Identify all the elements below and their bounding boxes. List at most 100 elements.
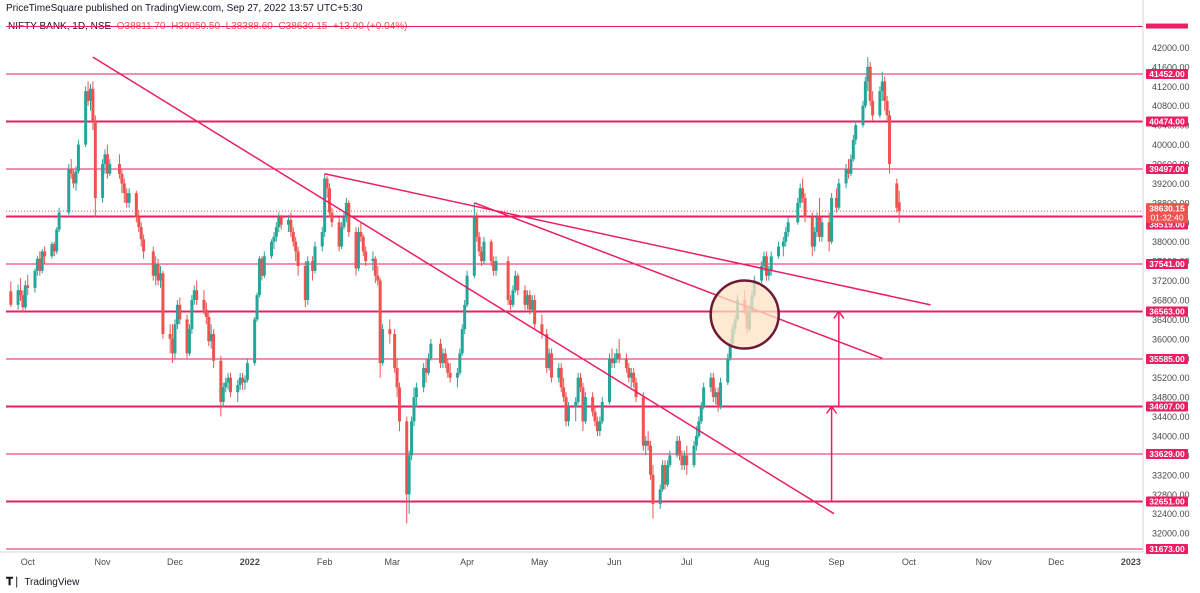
- candle-body: [23, 285, 27, 308]
- candle-body: [120, 173, 124, 184]
- candle-body: [397, 387, 401, 422]
- candle-body: [226, 377, 230, 383]
- candle-body: [525, 295, 529, 305]
- candle-body: [511, 290, 515, 305]
- candle-body: [373, 258, 377, 276]
- time-tick-label: Nov: [95, 557, 112, 567]
- candle-body: [692, 445, 696, 466]
- price-badges: 41452.00 40474.00 39497.00 38519.00 37541.00…: [1146, 23, 1188, 554]
- candle-body: [509, 299, 513, 305]
- price-tick-label: 40800.00: [1152, 101, 1190, 111]
- candle-body: [277, 217, 281, 228]
- candle-body: [245, 363, 249, 381]
- candle-body: [158, 273, 162, 281]
- candle-body: [327, 188, 331, 213]
- candle-body: [615, 353, 619, 359]
- footer-brand[interactable]: TradingView: [24, 576, 80, 588]
- candle-body: [342, 217, 346, 228]
- level-badge-label: 34607.00: [1149, 402, 1185, 412]
- candle-body: [443, 353, 447, 364]
- candle-body: [818, 217, 822, 237]
- candle-body: [533, 299, 537, 325]
- candle-body: [513, 275, 517, 291]
- arrow-head: [825, 405, 838, 414]
- candle-body: [323, 178, 327, 232]
- candle-body: [88, 88, 92, 101]
- time-tick-label: 2023: [1121, 557, 1141, 567]
- candle-body: [108, 163, 112, 174]
- candle-body: [127, 193, 131, 203]
- candle-body: [897, 202, 901, 212]
- candle-body: [381, 329, 385, 364]
- candle-body: [209, 333, 213, 342]
- candle-body: [480, 251, 484, 262]
- candle-body: [173, 324, 177, 354]
- horizontal-levels: [6, 26, 1143, 550]
- candle-body: [52, 244, 56, 252]
- candle-body: [40, 251, 44, 271]
- candle-body: [627, 367, 631, 378]
- candle-body: [612, 358, 616, 364]
- candle-body: [593, 411, 597, 422]
- candle-body: [472, 217, 476, 276]
- candle-body: [151, 251, 155, 276]
- candle-body: [57, 212, 61, 230]
- candle-body: [414, 387, 418, 398]
- candle-body: [378, 280, 382, 364]
- candle-body: [477, 236, 481, 252]
- candle-body: [192, 290, 196, 300]
- price-tick-label: 40000.00: [1152, 140, 1190, 150]
- candle-body: [257, 258, 261, 296]
- candle-body: [410, 421, 414, 456]
- candle-body: [122, 183, 126, 194]
- current-price-badge-bg: [1146, 203, 1188, 224]
- candle-body: [371, 258, 375, 262]
- price-tick-label: 32800.00: [1152, 490, 1190, 500]
- arrow-head: [833, 310, 845, 319]
- tradingview-logo-icon[interactable]: 𝐓❘: [6, 576, 21, 588]
- footer-branding: 𝐓❘ TradingView: [6, 574, 79, 590]
- candle-body: [885, 100, 889, 116]
- candle-body: [238, 377, 242, 385]
- candle-body: [16, 290, 20, 305]
- candle-body: [325, 178, 329, 189]
- level-badge-label: 35585.00: [1149, 354, 1185, 364]
- candle-body: [475, 217, 479, 237]
- candle-body: [103, 154, 107, 164]
- candle-body: [117, 163, 121, 174]
- candle-body: [699, 406, 703, 422]
- candle-body: [682, 455, 686, 466]
- candle-body: [43, 251, 47, 257]
- candle-body: [441, 353, 445, 364]
- price-tick-label: 34800.00: [1152, 393, 1190, 403]
- candle-body: [465, 275, 469, 305]
- candle-body: [629, 372, 633, 378]
- time-axis[interactable]: Oct Nov Dec 2022 Feb Mar Apr May Jun Jul Aug Sep Oct…: [21, 557, 1141, 567]
- candle-body: [424, 367, 428, 373]
- candle-body: [412, 397, 416, 422]
- candle-body: [439, 343, 443, 364]
- candle-body: [776, 246, 780, 257]
- candle-body: [255, 295, 259, 320]
- candle-body: [550, 353, 554, 378]
- candle-body: [661, 465, 665, 490]
- candle-body: [665, 465, 669, 485]
- candle-body: [359, 231, 363, 237]
- candle-body: [364, 251, 368, 262]
- candle-body: [680, 455, 684, 466]
- candle-body: [296, 251, 300, 266]
- candle-body: [632, 372, 636, 383]
- candle-body: [545, 333, 549, 368]
- candle-body: [581, 387, 585, 422]
- price-tick-label: 36800.00: [1152, 295, 1190, 305]
- countdown-label: 01:32:40: [1150, 213, 1183, 223]
- time-tick-label: Aug: [754, 557, 770, 567]
- candle-body: [880, 81, 884, 92]
- level-badge-bg: [1146, 258, 1188, 269]
- price-tick-label: 39200.00: [1152, 179, 1190, 189]
- candle-body: [494, 261, 498, 271]
- candle-body: [229, 377, 233, 393]
- candle-body: [678, 440, 682, 456]
- candle-body: [834, 197, 838, 208]
